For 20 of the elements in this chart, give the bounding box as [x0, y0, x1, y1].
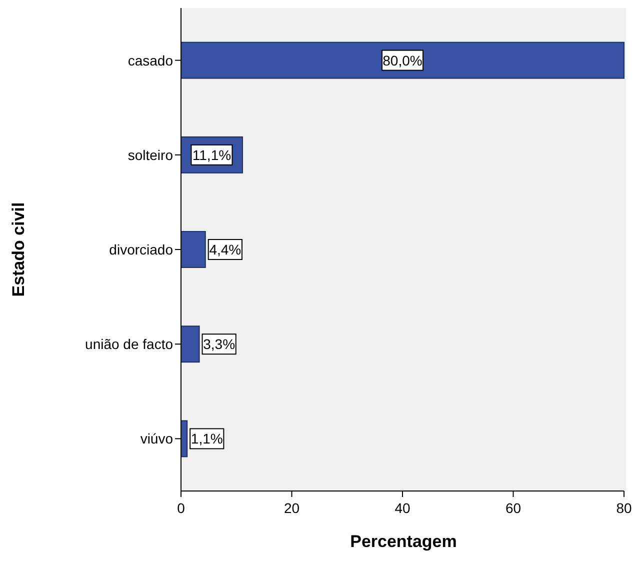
bar: [180, 231, 206, 268]
data-label: 11,1%: [192, 146, 232, 163]
y-tick-label: divorciado: [109, 242, 174, 258]
x-tick-label: 0: [177, 500, 186, 516]
x-tick-label: 20: [284, 500, 300, 516]
data-label: 4,4%: [209, 242, 242, 258]
data-label: 1,1%: [190, 430, 223, 447]
x-tick-label: 40: [394, 500, 410, 516]
bar: [180, 326, 200, 363]
y-tick-label: casado: [128, 52, 174, 68]
y-axis-title: Estado civil: [9, 202, 28, 297]
bar: [180, 42, 624, 79]
y-tick-label: viúvo: [140, 430, 174, 447]
data-label: 80,0%: [382, 52, 422, 68]
y-tick-label: união de facto: [85, 336, 174, 352]
x-tick-label: 60: [505, 500, 522, 516]
x-axis-title: Percentagem: [350, 532, 457, 551]
data-label: 3,3%: [203, 336, 236, 352]
x-tick-label: 80: [616, 500, 632, 516]
y-tick-label: solteiro: [128, 146, 174, 163]
